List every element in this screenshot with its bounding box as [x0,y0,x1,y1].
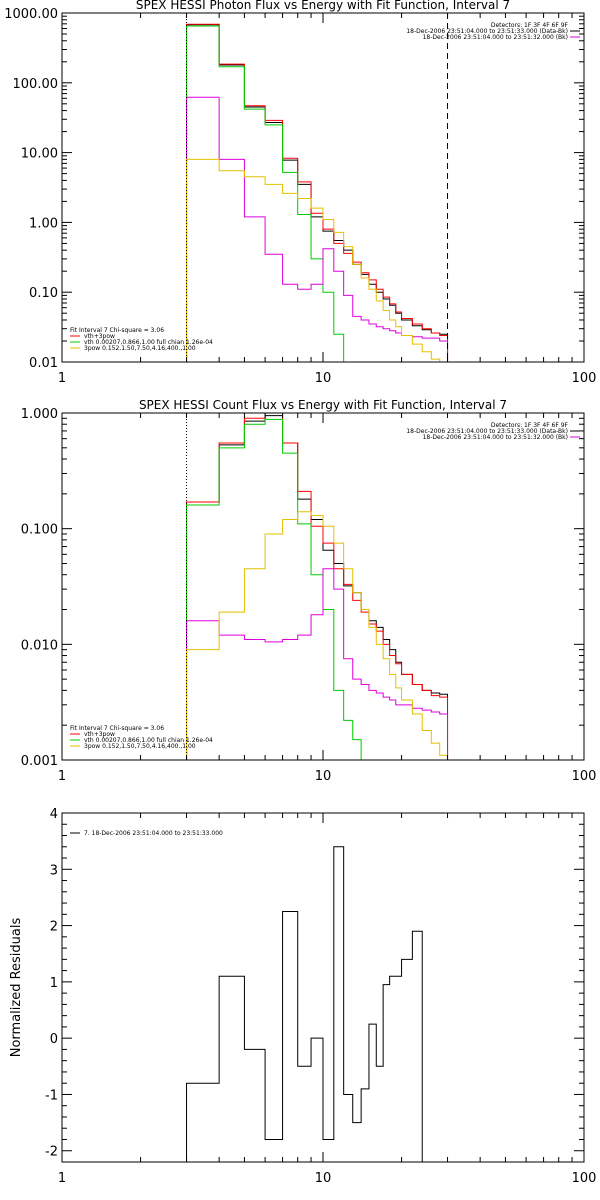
y-tick-label: 4 [50,807,58,822]
series-0-line [186,24,449,362]
y-tick-label: -2 [45,1145,58,1160]
header-line: 18-Dec-2006 23:51:04.000 to 23:51:33.000… [406,28,568,35]
chart-title: SPEX HESSI Count Flux vs Energy with Fit… [139,398,507,412]
x-tick-label: 100 [572,1171,597,1186]
y-tick-label: 0.010 [21,638,58,653]
legend-entry: 3pow 0.152,1.50,7.50,4.16,400.,1.00 [84,345,196,352]
x-tick-label: 100 [572,371,597,386]
y-tick-label: 1.000 [21,407,58,422]
y-tick-label: 1 [50,976,58,991]
series-1-line [186,413,449,760]
y-tick-label: 0.01 [29,356,58,371]
legend-entry: vth 0.00207,0.866,1.00 full chian 1.26e-… [84,339,213,346]
y-tick-label: 0 [50,1032,58,1047]
series-3-line [186,96,449,362]
legend-entry: 3pow 0.152,1.50,7.50,4.16,400.,1.00 [84,743,196,750]
legend-entry: vth+3pow [84,333,115,340]
y-tick-label: -1 [45,1088,58,1103]
x-tick-label: 10 [315,769,332,784]
series-0-line [186,415,449,760]
series-4-line [186,511,449,760]
header-line: 18-Dec-2006 23:51:04.000 to 23:51:32.000… [423,434,568,441]
series-2-line [186,25,345,362]
legend-entry: vth+3pow [84,731,115,738]
y-tick-label: 100.00 [13,77,59,92]
header-line: 18-Dec-2006 23:51:04.000 to 23:51:32.000… [423,34,568,41]
legend-entry: Fit Interval 7 Chi-square = 3.06 [70,725,164,732]
plot-frame [61,12,585,363]
x-tick-label: 1 [58,769,66,784]
series-3-line [186,568,449,760]
header-line: Detectors: 1F 3F 4F 6F 9F [491,422,569,429]
y-tick-label: 3 [50,863,58,878]
series-0-line [186,846,423,1162]
legend-entry: 7. 18-Dec-2006 23:51:04.000 to 23:51:33.… [84,830,223,837]
header-line: Detectors: 1F 3F 4F 6F 9F [491,22,569,29]
x-tick-label: 1 [58,1171,66,1186]
y-tick-label: 2 [50,920,58,935]
x-tick-label: 1 [58,371,66,386]
y-axis-label: Normalized Residuals [9,918,24,1058]
legend-entry: vth 0.00207,0.866,1.00 full chian 1.26e-… [84,737,213,744]
y-tick-label: 0.10 [29,286,58,301]
series-2-line [186,418,370,760]
chart-title: SPEX HESSI Photon Flux vs Energy with Fi… [136,0,510,12]
y-tick-label: 1000.00 [4,7,58,22]
x-tick-label: 10 [315,371,332,386]
x-tick-label: 100 [572,769,597,784]
legend-entry: Fit Interval 7 Chi-square = 3.06 [70,327,164,334]
y-tick-label: 0.100 [21,523,58,538]
y-tick-label: 0.001 [21,754,58,769]
y-tick-label: 1.00 [29,216,58,231]
header-line: 18-Dec-2006 23:51:04.000 to 23:51:33.000… [406,428,568,435]
x-tick-label: 10 [315,1171,332,1186]
y-tick-label: 10.00 [21,147,58,162]
series-1-line [186,23,449,362]
series-4-line [186,158,441,362]
